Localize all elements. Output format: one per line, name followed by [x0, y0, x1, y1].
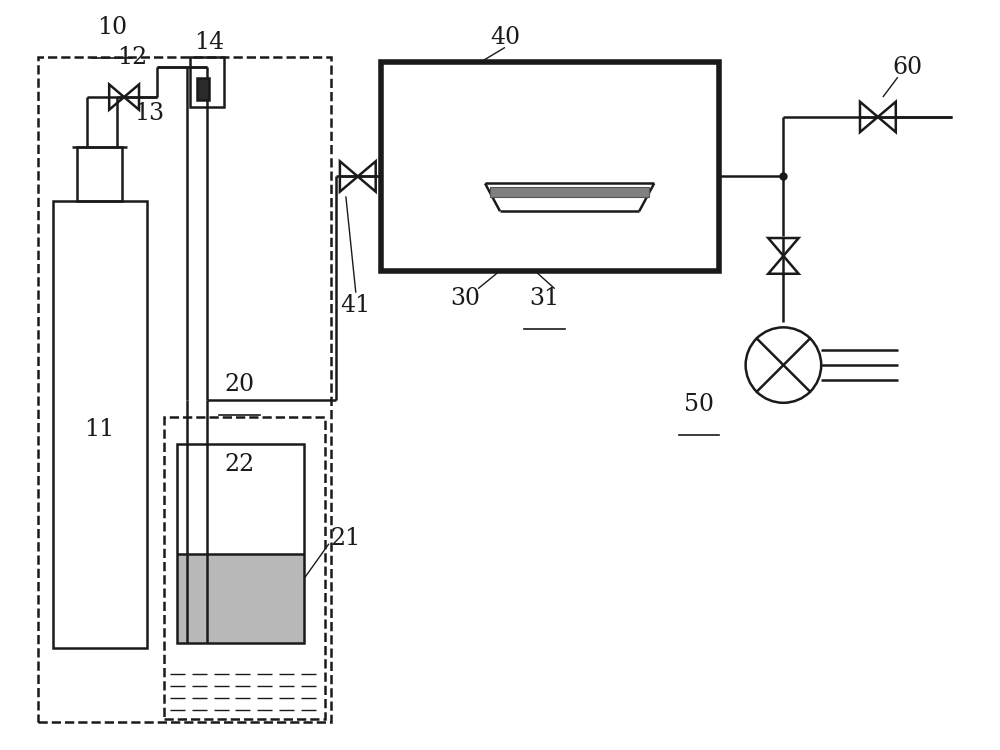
Bar — [53, 201, 147, 648]
Bar — [190, 57, 224, 107]
Text: 14: 14 — [194, 31, 225, 54]
Bar — [38, 57, 331, 722]
Text: 10: 10 — [97, 16, 127, 39]
Bar — [164, 417, 325, 719]
Text: 21: 21 — [331, 527, 361, 550]
Text: 22: 22 — [224, 453, 255, 476]
Bar — [381, 62, 719, 271]
Text: 40: 40 — [490, 26, 520, 49]
Text: 30: 30 — [450, 287, 480, 310]
Bar — [490, 188, 649, 197]
Text: 11: 11 — [84, 418, 114, 441]
Bar — [197, 78, 209, 100]
Text: 60: 60 — [893, 56, 923, 79]
Bar — [77, 147, 122, 201]
Text: 20: 20 — [224, 374, 255, 397]
Text: 50: 50 — [684, 393, 714, 416]
Text: 13: 13 — [134, 103, 164, 125]
Bar — [177, 445, 304, 643]
Text: 12: 12 — [117, 46, 147, 69]
Text: 41: 41 — [341, 294, 371, 317]
Text: 31: 31 — [530, 287, 560, 310]
Bar — [177, 554, 304, 643]
